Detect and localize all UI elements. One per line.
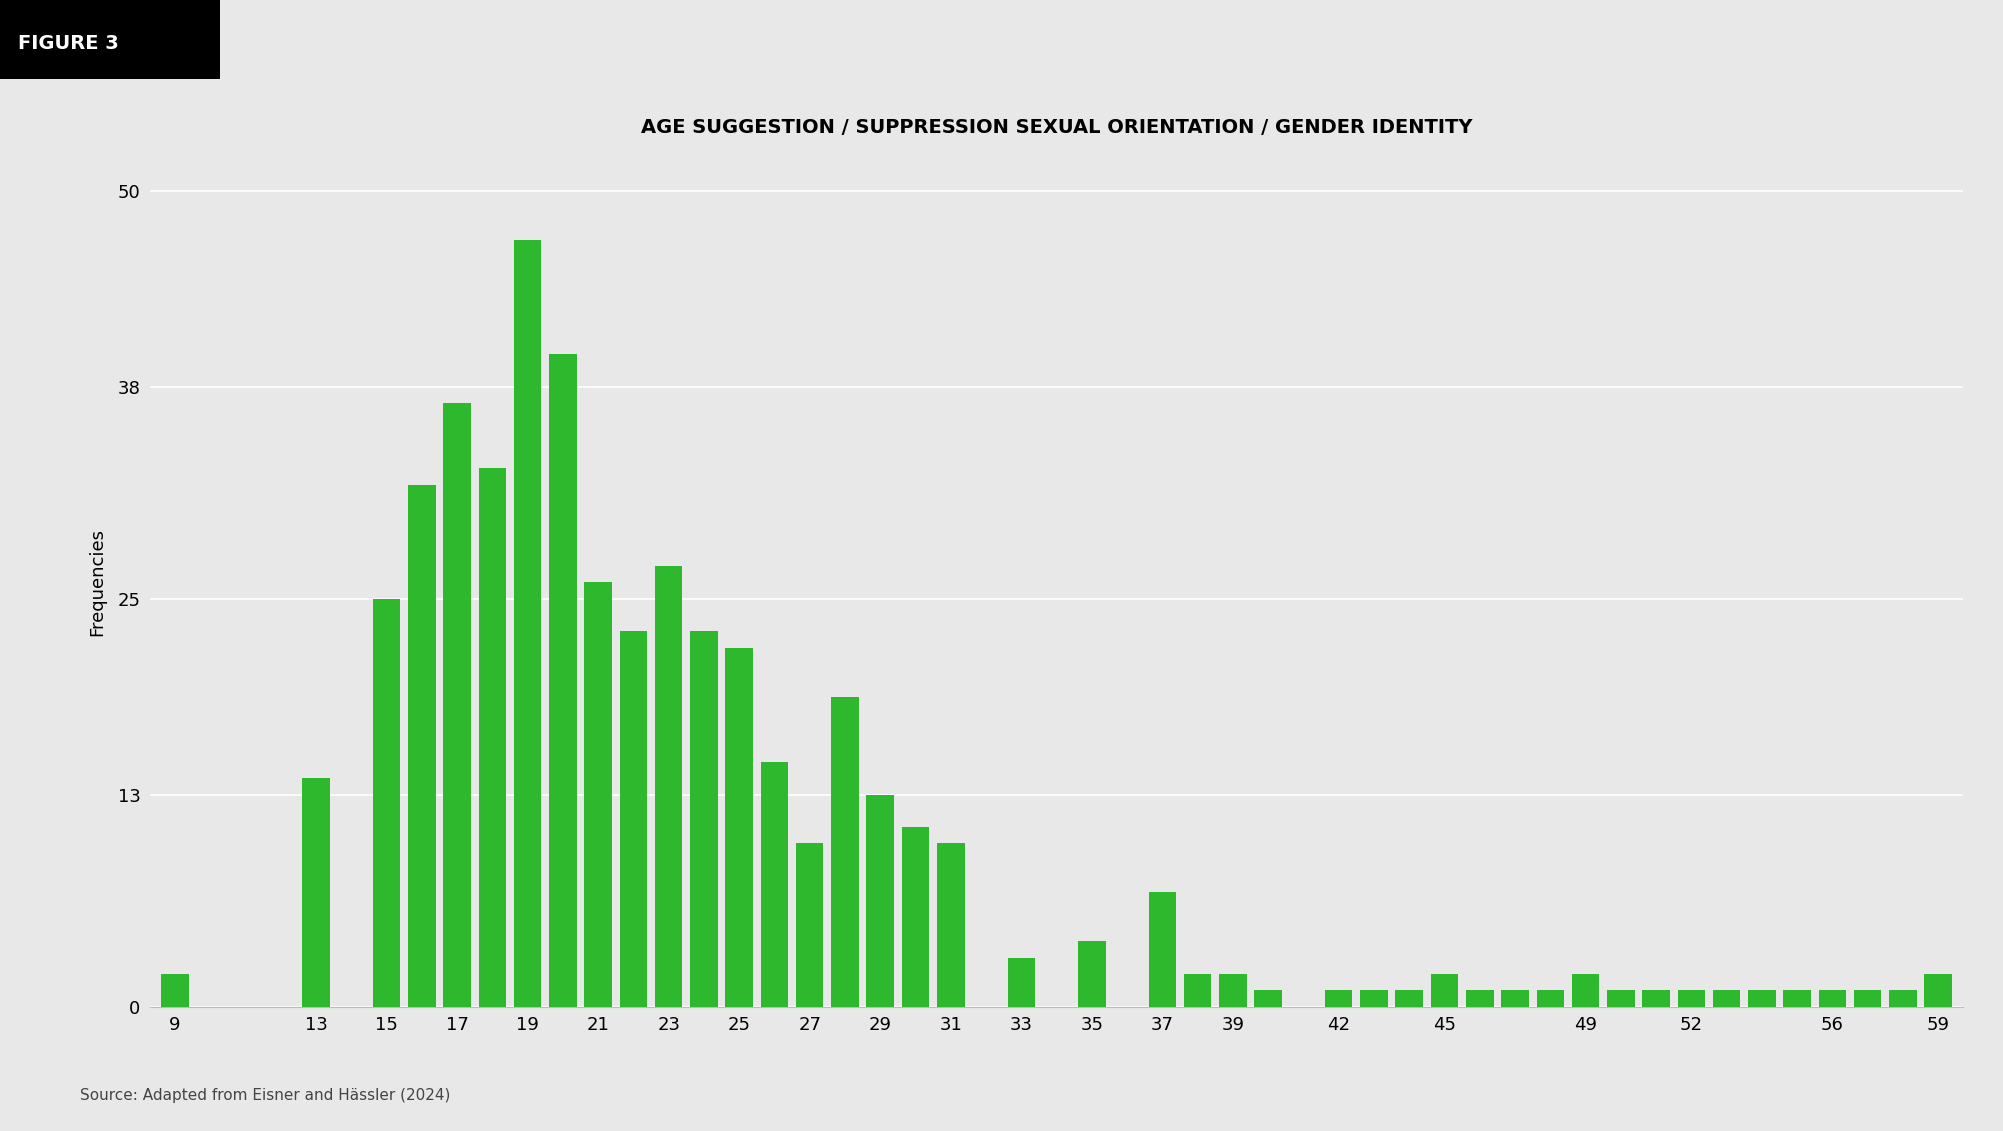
Bar [409,484,435,1007]
Bar [515,240,541,1007]
Bar [1819,991,1847,1007]
Title: AGE SUGGESTION / SUPPRESSION SEXUAL ORIENTATION / GENDER IDENTITY: AGE SUGGESTION / SUPPRESSION SEXUAL ORIE… [641,119,1472,137]
Bar [1855,991,1881,1007]
Bar [691,631,717,1007]
Bar [1642,991,1671,1007]
Bar [725,648,753,1007]
Bar [937,844,965,1007]
Text: Source: Adapted from Eisner and Hässler (2024): Source: Adapted from Eisner and Hässler … [80,1088,451,1103]
Bar [1889,991,1917,1007]
Bar [1925,974,1953,1007]
Bar [1396,991,1422,1007]
Bar [619,631,647,1007]
Bar [655,567,683,1007]
Bar [795,844,823,1007]
Bar [1430,974,1458,1007]
Bar [1502,991,1528,1007]
Bar [1360,991,1388,1007]
Bar [1324,991,1352,1007]
Bar [831,697,859,1007]
Bar [1606,991,1634,1007]
Bar [479,468,507,1007]
Bar [1679,991,1705,1007]
Bar [1783,991,1811,1007]
Text: FIGURE 3: FIGURE 3 [18,34,118,53]
Bar [160,974,188,1007]
Bar [1184,974,1212,1007]
Bar [443,403,471,1007]
Bar [761,762,789,1007]
Bar [1466,991,1494,1007]
Bar [373,598,401,1007]
Bar [1572,974,1598,1007]
Bar [302,778,330,1007]
Bar [901,827,929,1007]
Bar [549,354,577,1007]
Bar [1254,991,1282,1007]
Bar [1148,892,1176,1007]
Bar [1078,941,1106,1007]
Bar [867,795,893,1007]
Bar [585,582,611,1007]
Bar [1749,991,1777,1007]
Bar [1536,991,1564,1007]
Y-axis label: Frequencies: Frequencies [88,528,106,637]
Bar [1220,974,1246,1007]
Bar [1008,958,1036,1007]
Bar [1713,991,1741,1007]
